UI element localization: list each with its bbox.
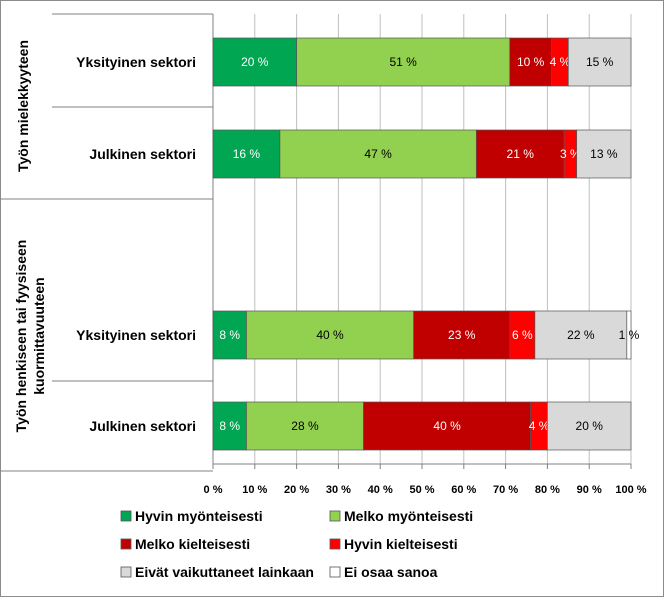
x-tick-label: 50 % <box>409 484 434 496</box>
x-tick-label: 70 % <box>493 484 518 496</box>
x-tick-label: 40 % <box>368 484 393 496</box>
bar-segment <box>212 310 247 360</box>
bar-segment <box>626 310 632 360</box>
data-label: 10 % <box>517 55 545 69</box>
x-tick-label: 0 % <box>204 484 223 496</box>
category-panel: Työn mielekkyyteen Työn henkiseen tai fyy… <box>0 13 214 472</box>
data-label: 8 % <box>219 419 240 433</box>
bar-segment <box>509 37 552 87</box>
bar-segment <box>246 401 364 451</box>
data-label: 15 % <box>586 55 614 69</box>
group-label: Työn mielekkyyteen <box>15 40 31 172</box>
bars: 20 % 51 % 10 % 4 % 15 % 16 % 47 % 21 % 3 % 13 % 8 … <box>212 37 640 451</box>
bar-segment <box>509 310 536 360</box>
bar-segment <box>296 37 511 87</box>
bar-segment <box>547 401 632 451</box>
data-label: 21 % <box>507 147 535 161</box>
category-label: Yksityinen sektori <box>76 327 196 343</box>
bar-segment <box>567 37 632 87</box>
data-label: 4 % <box>529 419 550 433</box>
category-label: Julkinen sektori <box>89 418 196 434</box>
x-tick-label: 90 % <box>577 484 602 496</box>
data-label: 1 % <box>619 328 640 342</box>
data-label: 28 % <box>291 419 319 433</box>
legend-label: Eivät vaikuttaneet lainkaan <box>135 564 314 580</box>
bar-segment <box>534 310 628 360</box>
data-label: 3 % <box>560 147 581 161</box>
data-label: 4 % <box>550 55 571 69</box>
data-label: 47 % <box>364 147 392 161</box>
legend-swatch <box>120 538 132 550</box>
data-label: 23 % <box>448 328 476 342</box>
bar-segment <box>413 310 511 360</box>
data-label: 51 % <box>390 55 418 69</box>
x-tick-label: 20 % <box>284 484 309 496</box>
data-label: 13 % <box>590 147 618 161</box>
data-label: 8 % <box>219 328 240 342</box>
data-label: 20 % <box>576 419 604 433</box>
bar-segment <box>576 129 632 179</box>
x-tick-label: 60 % <box>451 484 476 496</box>
group-label: Työn henkiseen tai fyysiseen kuormittavuu… <box>13 240 47 433</box>
data-label: 20 % <box>241 55 269 69</box>
x-tick-label: 10 % <box>242 484 267 496</box>
bar-segment <box>279 129 477 179</box>
legend-swatch <box>120 510 132 522</box>
x-tick-label: 100 % <box>615 484 646 496</box>
legend-label: Hyvin kielteisesti <box>344 536 458 552</box>
category-label: Yksityinen sektori <box>76 54 196 70</box>
data-label: 22 % <box>567 328 595 342</box>
data-label: 6 % <box>512 328 533 342</box>
data-label: 16 % <box>233 147 261 161</box>
legend-swatch <box>120 566 132 578</box>
gridlines <box>212 14 632 464</box>
legend-label: Ei osaa sanoa <box>344 564 438 580</box>
legend-swatch <box>329 538 341 550</box>
legend-label: Hyvin myönteisesti <box>135 508 263 524</box>
x-tick-label: 30 % <box>326 484 351 496</box>
bar-segment <box>212 37 297 87</box>
x-axis-ticks: 0 % 10 % 20 % 30 % 40 % 50 % 60 % 70 % 80 % 90 % 1… <box>204 463 647 496</box>
legend-label: Melko kielteisesti <box>135 536 250 552</box>
category-label: Julkinen sektori <box>89 146 196 162</box>
data-label: 40 % <box>433 419 461 433</box>
legend: Hyvin myönteisesti Melko myönteisesti Melk… <box>120 508 473 580</box>
bar-segment <box>212 401 247 451</box>
legend-label: Melko myönteisesti <box>344 508 473 524</box>
legend-swatch <box>329 510 341 522</box>
data-label: 40 % <box>316 328 344 342</box>
legend-swatch <box>329 566 341 578</box>
bar-segment <box>246 310 414 360</box>
x-tick-label: 80 % <box>535 484 560 496</box>
